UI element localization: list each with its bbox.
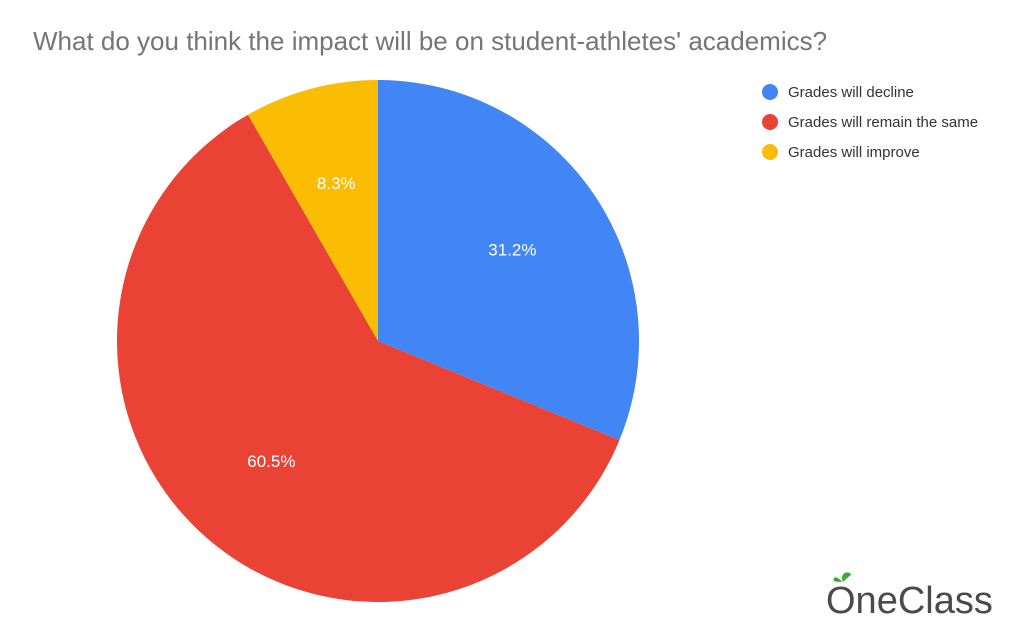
legend-label: Grades will improve (788, 143, 920, 161)
slice-value-label: 31.2% (488, 240, 536, 259)
legend-label: Grades will remain the same (788, 113, 979, 131)
legend-item-remain-same[interactable]: Grades will remain the same (762, 107, 978, 137)
legend-item-improve[interactable]: Grades will improve (762, 137, 978, 167)
leaf-icon (833, 577, 842, 582)
legend-swatch (762, 84, 778, 100)
slice-value-label: 8.3% (317, 174, 356, 193)
legend-swatch (762, 114, 778, 130)
legend-label: Grades will decline (788, 83, 914, 101)
chart-title: What do you think the impact will be on … (33, 26, 828, 56)
slice-value-label: 60.5% (247, 452, 295, 471)
legend: Grades will decline Grades will remain t… (762, 77, 978, 167)
slice-remain-same[interactable] (116, 114, 620, 602)
pie-chart: 31.2% 60.5% 8.3% (116, 80, 640, 602)
slice-improve[interactable] (247, 80, 378, 341)
brand-name: OneClass (826, 580, 993, 622)
slice-decline[interactable] (378, 80, 640, 441)
legend-swatch (762, 144, 778, 160)
legend-item-decline[interactable]: Grades will decline (762, 77, 978, 107)
leaf-icon (842, 572, 851, 582)
oneclass-logo: OneClass (826, 572, 993, 622)
